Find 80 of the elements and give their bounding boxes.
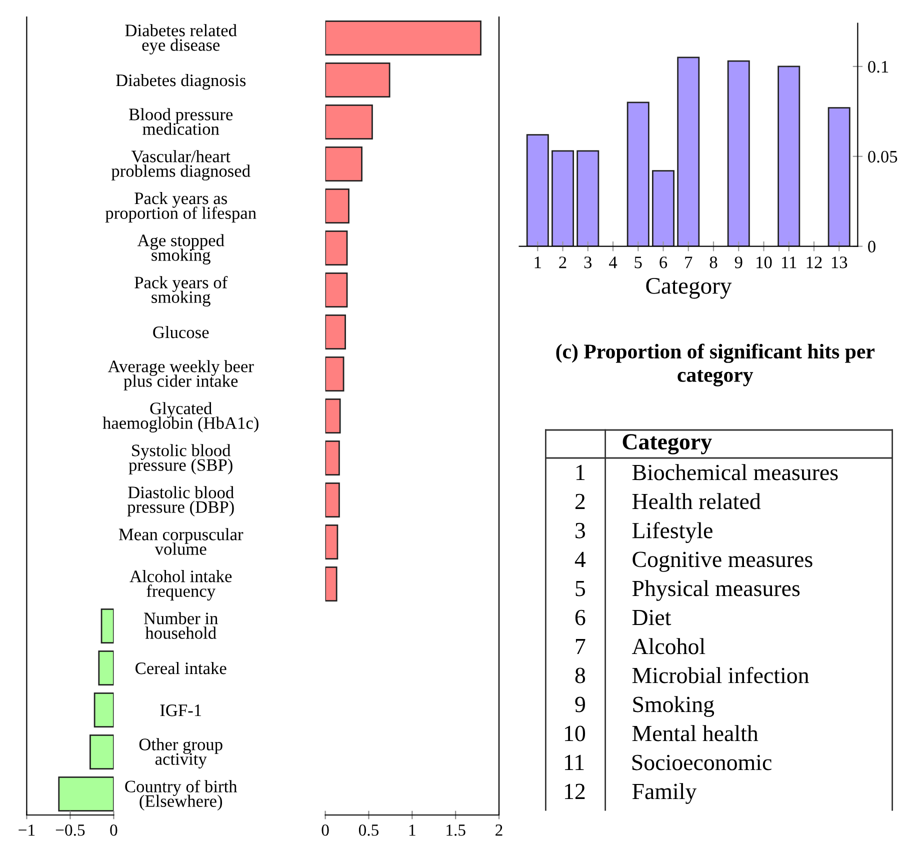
bar [576, 150, 600, 246]
bar [626, 102, 650, 246]
text: 10 Mental health [565, 725, 758, 742]
bar [828, 107, 850, 246]
text: 6 Diet [575, 610, 672, 626]
x-tick-label: 0 [322, 824, 329, 836]
y-tick-label: Pack years as proportion of lifespan [105, 192, 256, 222]
x-tick-label: 7 [685, 256, 692, 268]
y-tick-label: Age stopped smoking [137, 234, 224, 264]
text: 8 Microbial infection [575, 666, 809, 684]
bar [652, 170, 674, 246]
y-tick-label: Systolic blood pressure (SBP) [128, 444, 232, 474]
y-tick-label: 0.1 [868, 60, 888, 73]
bar [325, 482, 340, 518]
text: Category [622, 434, 712, 454]
text: 3 Lifestyle [576, 522, 712, 544]
bar [325, 566, 338, 602]
y-tick-label: Pack years of smoking [134, 276, 228, 307]
bar [778, 66, 800, 246]
y-tick-label: 0 [868, 240, 876, 252]
y-tick-label: Average weekly beer plus cider intake [108, 360, 254, 390]
y-tick-label: IGF-1 [160, 704, 202, 716]
text: 12 Family [565, 783, 697, 804]
y-tick-label: Cereal intake [136, 662, 226, 674]
bar [325, 398, 341, 434]
y-tick-label: Vascular/heart problems diagnosed [111, 150, 250, 180]
x-tick-label: 11 [782, 256, 796, 268]
text: 2 Health related [575, 493, 761, 510]
y-tick-label: Glucose [153, 326, 209, 338]
x-tick-label: 1 [534, 256, 541, 268]
y-tick-label: Mean corpuscular volume [118, 528, 244, 555]
bar [325, 524, 338, 560]
y-tick-label: Diabetes diagnosis [116, 74, 246, 90]
text: (c) Proportion of significant hits per category [556, 344, 874, 386]
x-tick-label: 9 [734, 256, 742, 268]
x-tick-label: 1.5 [446, 824, 466, 836]
y-tick-label: Diabetes related eye disease [125, 24, 237, 54]
x-tick-label: 1 [409, 824, 416, 836]
text: 11 Socioeconomic [565, 754, 772, 770]
y-tick-label: Country of birth (Elsewhere) [125, 780, 238, 810]
y-tick-label: Blood pressure medication [129, 108, 233, 135]
bar [325, 62, 390, 98]
x-tick-label: 0.5 [358, 824, 378, 836]
x-tick-label: 13 [832, 256, 848, 268]
y-tick-label: 0.05 [868, 150, 898, 163]
text: 5 Physical measures [576, 580, 800, 601]
bar [325, 230, 348, 266]
y-tick-label: Number in household [144, 612, 218, 639]
y-tick-label: Glycated haemoglobin (HbA1c) [102, 402, 258, 432]
bar [727, 60, 750, 246]
x-tick-label: 5 [634, 256, 642, 268]
x-tick-label: 4 [609, 256, 618, 268]
x-tick-label: 3 [584, 256, 592, 268]
y-tick-label: Other group activity [139, 738, 222, 768]
bar [552, 150, 574, 246]
bar [325, 272, 348, 308]
text: 9 Smoking [575, 696, 714, 717]
x-tick-label: 6 [660, 256, 668, 268]
x-tick-label: −1 [18, 824, 35, 836]
text: 4 Cognitive measures [574, 552, 812, 572]
bar [325, 440, 340, 476]
x-tick-label: 2 [559, 256, 566, 268]
x-tick-label: 12 [806, 256, 822, 268]
x-tick-label: −0.5 [56, 824, 85, 836]
x-tick-label: 10 [756, 256, 772, 268]
bar [526, 134, 549, 246]
x-tick-label: 8 [710, 256, 718, 268]
x-tick-label: 2 [496, 824, 502, 836]
y-tick-label: Diastolic blood pressure (DBP) [127, 486, 234, 516]
bar [325, 314, 346, 350]
bar [677, 56, 700, 246]
bar [325, 188, 350, 224]
bar [325, 104, 373, 140]
x-axis-title: Category [646, 278, 732, 299]
bar [325, 146, 362, 182]
text: 7 Alcohol [576, 638, 706, 654]
bar [325, 356, 344, 392]
bar [325, 20, 482, 56]
y-tick-label: Alcohol intake frequency [130, 570, 232, 601]
text: 1 Biochemical measures [576, 464, 838, 480]
